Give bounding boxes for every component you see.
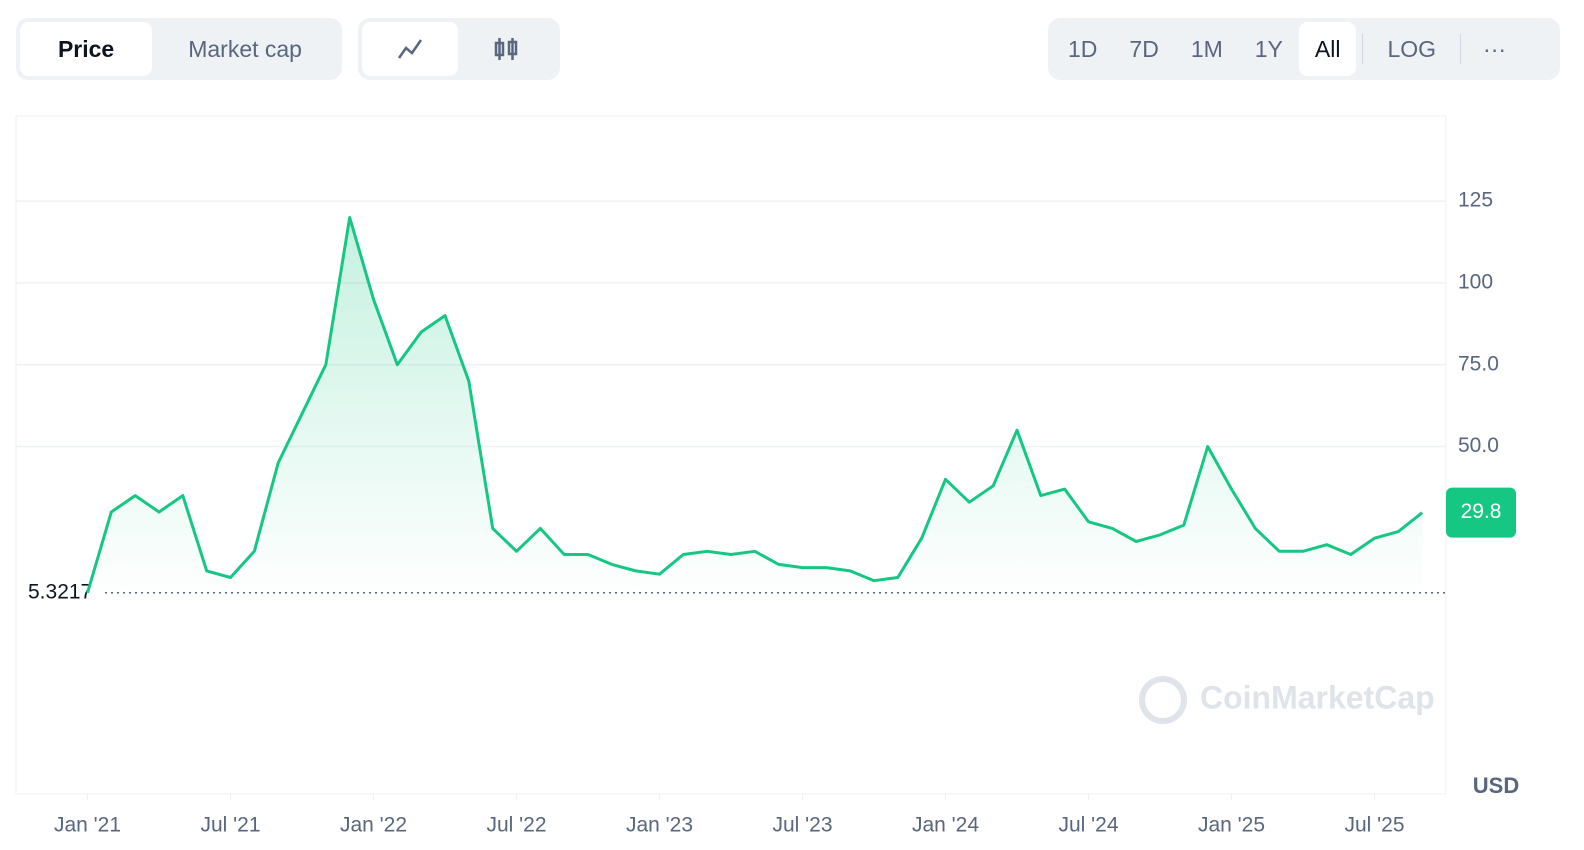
- current-price-label: 29.8: [1461, 500, 1502, 523]
- area-fill: [87, 217, 1423, 600]
- line-chart-button[interactable]: [362, 22, 458, 76]
- range-1m[interactable]: 1M: [1190, 35, 1223, 62]
- x-tick-label: Jul '24: [1058, 814, 1118, 837]
- x-tick-label: Jul '25: [1344, 814, 1404, 837]
- current-price-badge: [1446, 487, 1516, 538]
- currency: USD: [1473, 773, 1519, 798]
- y-tick-label: 75.0: [1458, 352, 1499, 375]
- x-tick-label: Jul '23: [772, 814, 832, 837]
- x-tick-label: Jan '23: [626, 814, 693, 837]
- candle-chart-button[interactable]: [458, 22, 554, 76]
- chart-style-toggle: [358, 18, 560, 80]
- line-icon: [397, 39, 423, 59]
- range-1d[interactable]: 1D: [1068, 35, 1098, 62]
- x-tick-label: Jul '21: [200, 814, 260, 837]
- x-tick-label: Jul '22: [486, 814, 546, 837]
- watermark: CoinMarketCap: [1200, 679, 1435, 715]
- log-button[interactable]: LOG: [1387, 35, 1437, 62]
- market-cap-button[interactable]: Market cap: [188, 35, 302, 62]
- y-tick-label: 125: [1458, 189, 1493, 212]
- y-tick-label: 50.0: [1458, 434, 1499, 457]
- more-button[interactable]: ···: [1483, 35, 1507, 62]
- plot-frame: [15, 115, 1447, 795]
- x-tick-label: Jan '21: [54, 814, 121, 837]
- x-tick-label: Jan '24: [912, 814, 979, 837]
- x-tick-label: Jan '22: [340, 814, 407, 837]
- candle-icon: [494, 38, 518, 60]
- x-tick-label: Jan '25: [1198, 814, 1265, 837]
- range-toggle: 1D 7D 1M 1Y All LOG ···: [1048, 18, 1560, 80]
- watermark-logo: [1139, 676, 1187, 724]
- separator: [1460, 34, 1462, 64]
- price-button[interactable]: Price: [20, 22, 153, 76]
- range-all[interactable]: All: [1298, 22, 1357, 76]
- start-label: 5.3217: [28, 580, 92, 603]
- separator: [1362, 34, 1364, 64]
- price-line: [86, 216, 1424, 594]
- y-tick-label: 100: [1458, 270, 1493, 293]
- range-1y[interactable]: 1Y: [1254, 35, 1283, 62]
- view-toggle: Price Market cap: [16, 18, 342, 80]
- range-7d[interactable]: 7D: [1129, 35, 1159, 62]
